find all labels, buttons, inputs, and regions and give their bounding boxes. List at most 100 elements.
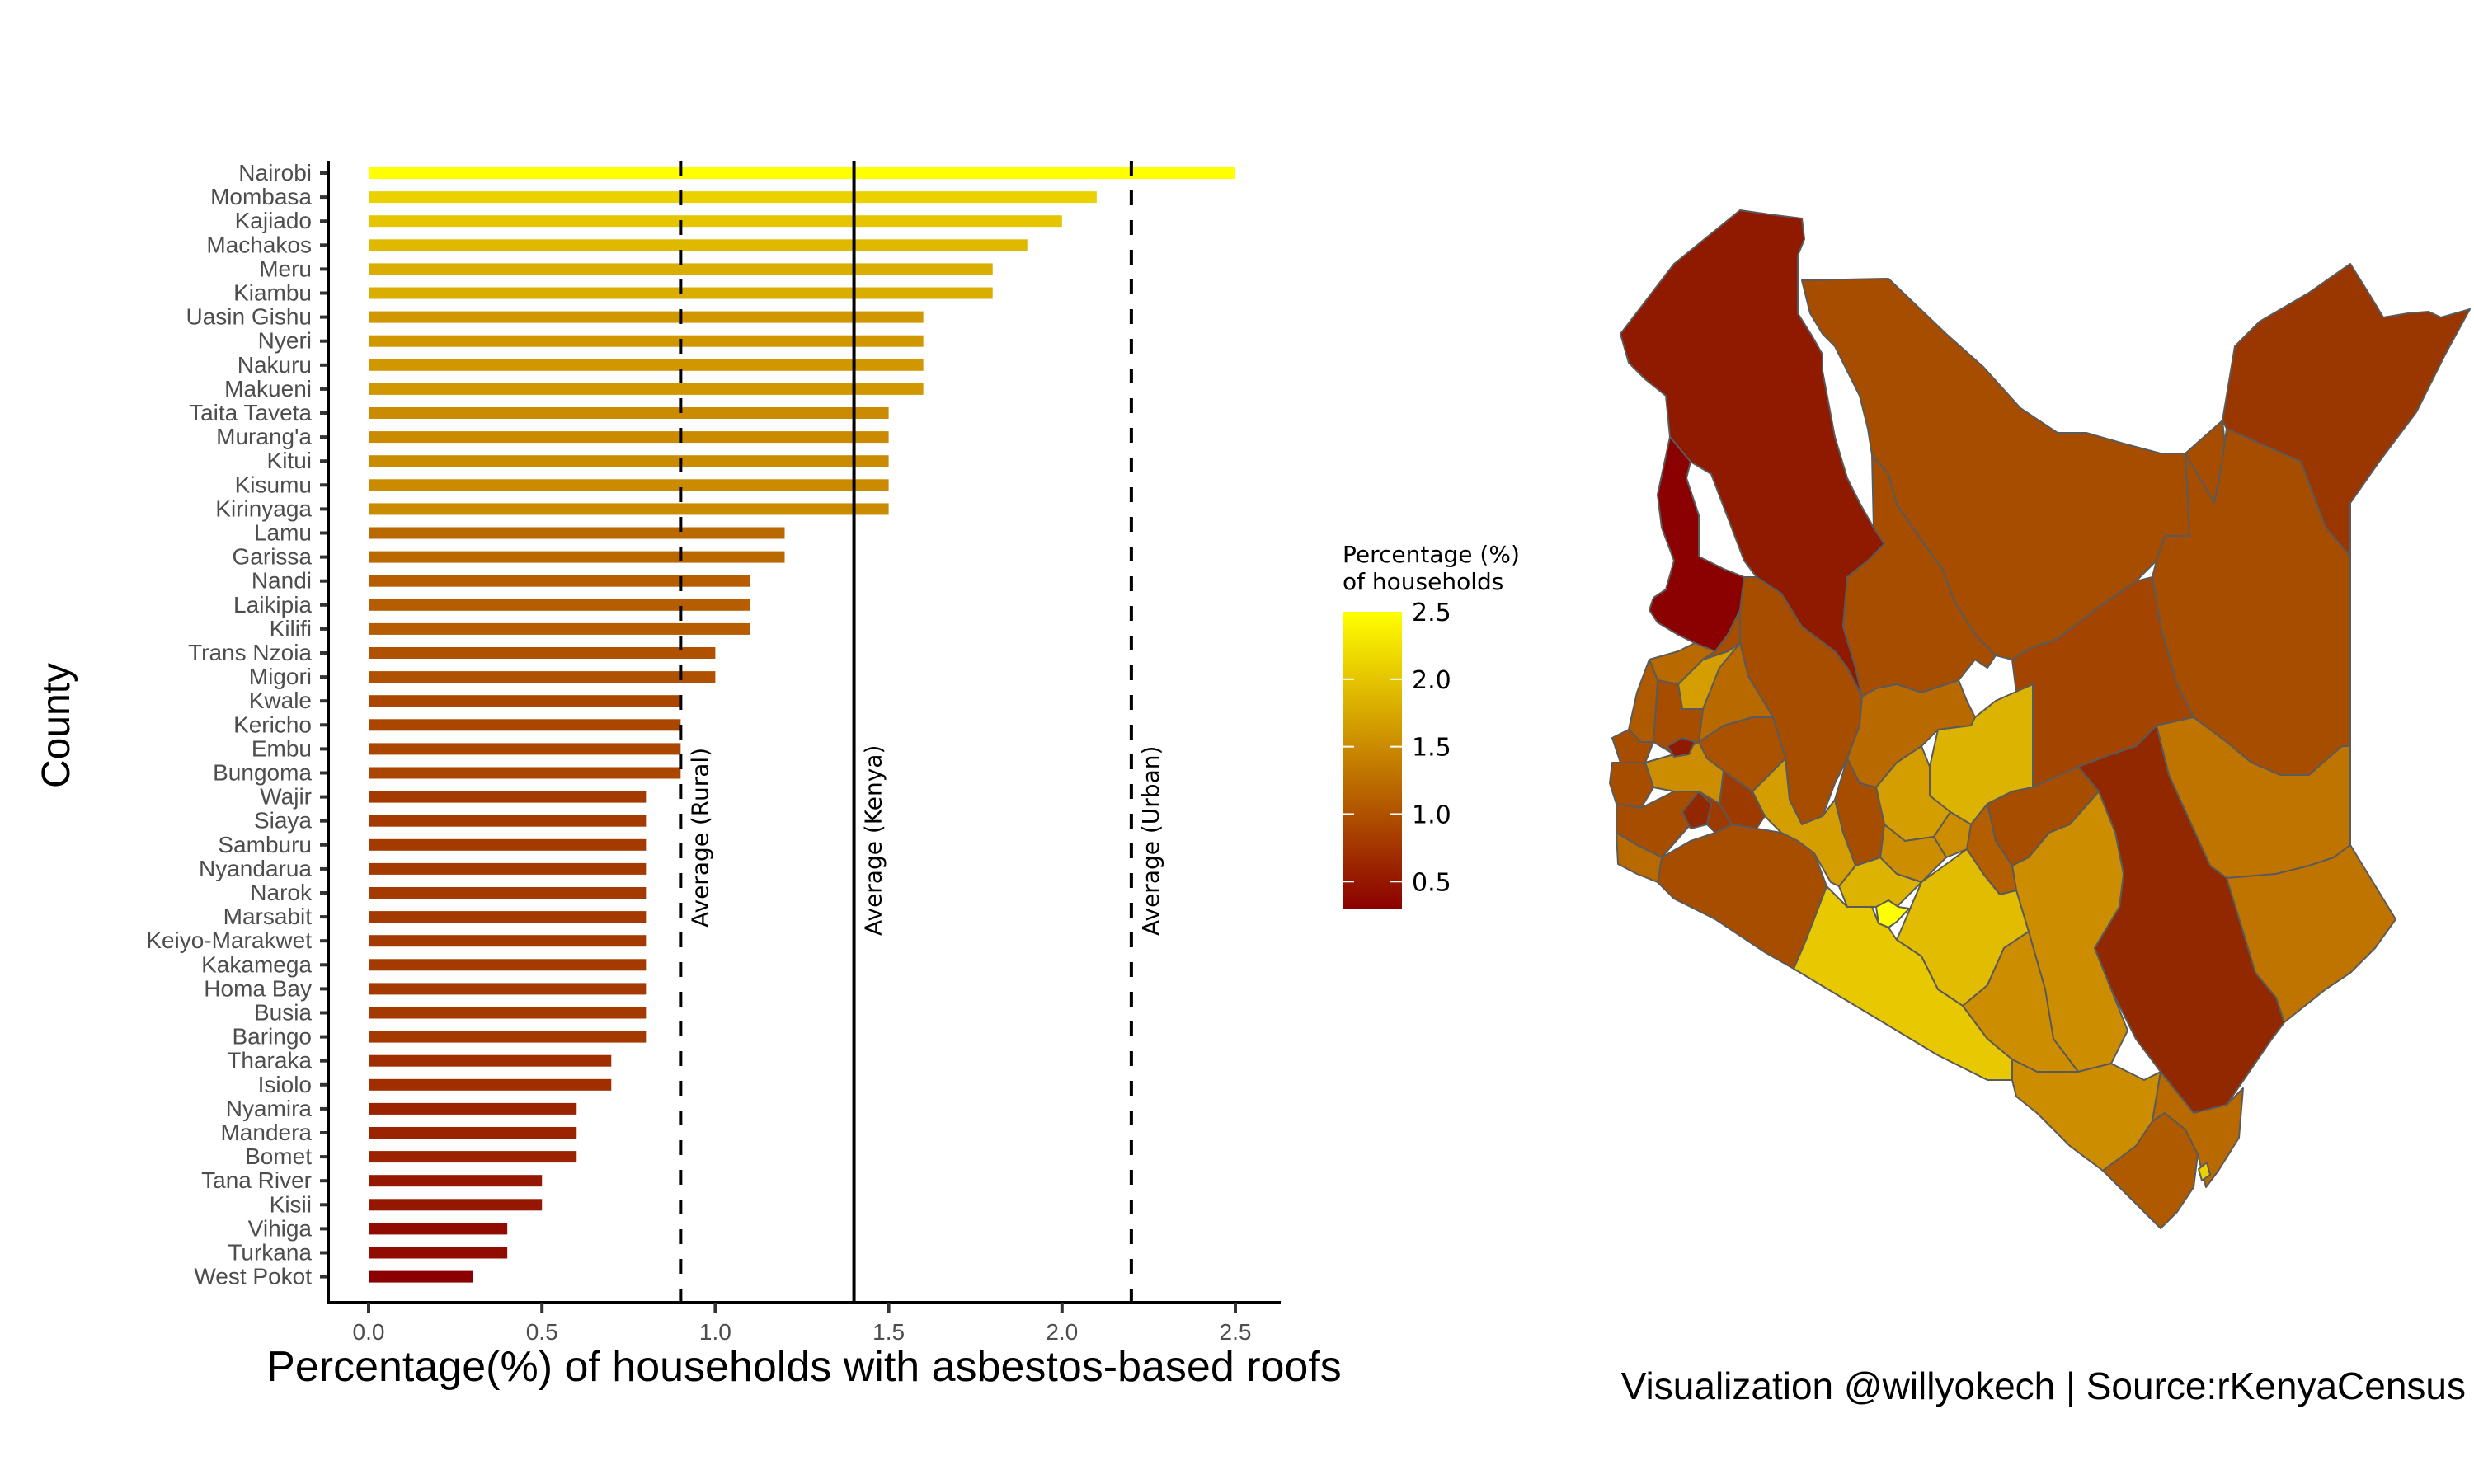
county-label: Vihiga (248, 1215, 313, 1241)
bar-kitui (369, 455, 889, 467)
color-legend: Percentage (%) of households 2.5 2.0 1.5 1.… (1343, 541, 1520, 909)
county-label: Nyamira (226, 1096, 313, 1121)
county-makueni (1962, 931, 2079, 1073)
bar-tana-river (369, 1175, 543, 1187)
county-narok (1657, 824, 1827, 970)
bar-taita-taveta (369, 407, 889, 419)
county-label: Nyeri (258, 328, 312, 354)
bar-garissa (369, 551, 785, 563)
county-label: Marsabit (223, 904, 313, 929)
x-tick-label: 0.5 (526, 1319, 558, 1345)
reference-line-label: Average (Kenya) (860, 745, 887, 936)
county-label: Tana River (201, 1167, 312, 1193)
kenya-choropleth-map (1609, 209, 2471, 1229)
legend-colorbar (1343, 612, 1402, 909)
county-label: Machakos (206, 232, 312, 257)
x-tick-label: 1.5 (872, 1319, 905, 1345)
county-label: Kakamega (201, 951, 312, 977)
bar-siaya (369, 815, 647, 827)
x-tick-label: 2.0 (1046, 1319, 1078, 1345)
legend-title-line1: Percentage (%) (1343, 541, 1520, 568)
county-label: Nandi (252, 568, 312, 594)
county-label: Nakuru (238, 352, 312, 378)
county-label: Trans Nzoia (188, 640, 312, 665)
bar-keiyo-marakwet (369, 935, 647, 947)
county-label: Kirinyaga (215, 495, 312, 521)
county-label: Samburu (218, 832, 312, 857)
county-label: Turkana (228, 1240, 312, 1266)
county-kilifi (2152, 1071, 2244, 1188)
bar-nandi (369, 575, 750, 587)
reference-lines: Average (Rural) Average (Kenya) Average (U… (679, 161, 1164, 1303)
bar-uasin-gishu (369, 311, 924, 323)
bar-nyandarua (369, 862, 647, 875)
county-label: Murang'a (216, 424, 312, 449)
bar-mombasa (369, 191, 1097, 204)
x-tick-label: 0.0 (353, 1319, 385, 1345)
caption: Visualization @willyokech | Source:rKeny… (1621, 1364, 2466, 1407)
bar-kisumu (369, 479, 889, 491)
bar-west-pokot (369, 1270, 473, 1283)
county-kakamega (1653, 679, 1704, 755)
bar-laikipia (369, 599, 750, 611)
county-label: West Pokot (194, 1264, 312, 1289)
bar-embu (369, 743, 681, 755)
county-migori (1616, 832, 1663, 883)
bar-wajir (369, 791, 647, 803)
bar-narok (369, 887, 647, 899)
county-label: Kajiado (235, 208, 312, 233)
bar-nyamira (369, 1102, 577, 1115)
bar-baringo (369, 1031, 647, 1043)
bar-lamu (369, 527, 785, 539)
bar-isiolo (369, 1078, 612, 1091)
county-label: Embu (252, 735, 312, 761)
bar-murang-a (369, 431, 889, 444)
county-label: Homa Bay (204, 975, 312, 1001)
county-mombasa (2198, 1162, 2211, 1181)
county-labels: NairobiMombasaKajiadoMachakosMeruKiambuU… (146, 160, 313, 1289)
county-label: Baringo (232, 1024, 312, 1050)
x-ticks: 0.0 0.5 1.0 1.5 2.0 2.5 (353, 1303, 1252, 1345)
legend-tick-label: 1.0 (1412, 801, 1451, 829)
x-tick-label: 2.5 (1220, 1319, 1252, 1345)
legend-ticks: 2.5 2.0 1.5 1.0 0.5 (1343, 599, 1451, 897)
county-label: Keiyo-Marakwet (146, 928, 312, 953)
county-label: Kericho (233, 711, 312, 737)
county-label: Bungoma (213, 760, 312, 786)
bar-kilifi (369, 622, 750, 635)
county-label: Kitui (267, 448, 312, 473)
bar-homa-bay (369, 983, 647, 995)
bar-vihiga (369, 1223, 508, 1235)
bars (369, 167, 1235, 1283)
county-label: Mombasa (210, 184, 312, 209)
county-label: Kilifi (270, 616, 312, 641)
county-label: Makueni (224, 376, 312, 402)
legend-tick-label: 2.0 (1412, 666, 1451, 695)
county-label: Busia (254, 1000, 312, 1026)
bar-samburu (369, 838, 647, 851)
county-bungoma (1628, 659, 1658, 743)
bar-makueni (369, 383, 924, 395)
bar-bomet (369, 1151, 577, 1163)
bar-kirinyaga (369, 503, 889, 515)
county-label: Narok (250, 880, 313, 905)
x-tick-label: 1.0 (699, 1319, 731, 1345)
county-label: Migori (249, 664, 312, 689)
county-label: Taita Taveta (189, 400, 312, 425)
county-label: Bomet (245, 1144, 312, 1169)
bar-kwale (369, 695, 681, 707)
county-label: Kwale (249, 688, 312, 713)
bar-machakos (369, 239, 1028, 251)
county-label: Siaya (254, 808, 312, 834)
bar-bungoma (369, 767, 681, 779)
county-label: Nyandarua (199, 856, 312, 881)
bar-chart: NairobiMombasaKajiadoMachakosMeruKiambuU… (35, 160, 1342, 1391)
county-label: Kiambu (233, 280, 312, 306)
legend-tick-label: 0.5 (1412, 868, 1451, 897)
legend-title-line2: of households (1343, 568, 1503, 595)
bar-kajiado (369, 215, 1062, 228)
county-label: Meru (259, 256, 312, 281)
bar-busia (369, 1007, 647, 1019)
bar-migori (369, 671, 716, 683)
county-label: Kisii (270, 1191, 312, 1217)
